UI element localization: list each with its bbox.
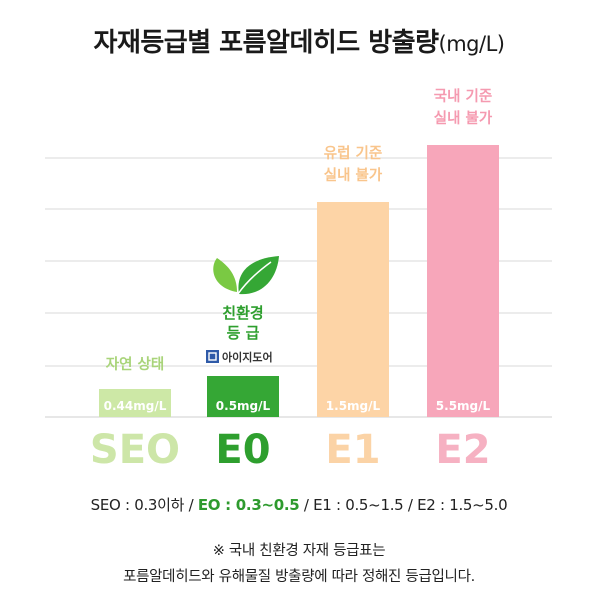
- annotation-e1-line-2: 실내 불가: [324, 167, 383, 184]
- leaf-icon-large-leaf: [238, 256, 279, 295]
- bar-e2: [427, 145, 499, 417]
- brand-logo-mark: [208, 352, 217, 361]
- leaf-icon: [213, 256, 279, 295]
- grade-range-legend: SEO : 0.3이하 / EO : 0.3~0.5 / E1 : 0.5~1.…: [0, 494, 598, 515]
- annotation-e0-line-2: 등 급: [227, 324, 260, 342]
- category-label-e0: E0: [215, 427, 270, 473]
- chart-title-text: 자재등급별 포름알데히드 방출량: [93, 28, 439, 58]
- bar-e1: [317, 202, 389, 417]
- chart-title: 자재등급별 포름알데히드 방출량(mg/L): [0, 22, 598, 59]
- legend-e0: EO : 0.3~0.5: [197, 496, 300, 514]
- legend-rest: / E1 : 0.5~1.5 / E2 : 1.5~5.0: [299, 496, 508, 514]
- value-label-e2: 5.5mg/L: [436, 399, 491, 413]
- chart-title-unit: (mg/L): [438, 32, 505, 56]
- bar-e0: [207, 376, 279, 417]
- legend-seo: SEO : 0.3이하 /: [90, 496, 198, 514]
- category-label-e2: E2: [435, 427, 490, 473]
- brand-logo-icon: [206, 350, 219, 363]
- category-label-e1: E1: [325, 427, 380, 473]
- value-label-e0: 0.5mg/L: [216, 399, 271, 413]
- annotation-e0-line-1: 친환경: [222, 304, 263, 322]
- annotation-e1-line-1: 유럽 기준: [324, 145, 382, 162]
- annotation-e2-line-2: 실내 불가: [434, 110, 493, 127]
- leaf-icon-vein: [237, 261, 272, 295]
- annotation-e2-line-1: 국내 기준: [434, 88, 492, 105]
- value-label-e1: 1.5mg/L: [326, 399, 381, 413]
- bar-seo: [99, 389, 171, 417]
- annotation-seo-line-1: 자연 상태: [106, 356, 164, 373]
- brand-name: 아이지도어: [222, 350, 273, 364]
- value-label-seo: 0.44mg/L: [104, 399, 167, 413]
- category-label-seo: SEO: [90, 427, 180, 473]
- leaf-icon-small-leaf: [213, 258, 237, 292]
- footnote-line-1: ※ 국내 친환경 자재 등급표는: [212, 543, 386, 559]
- footnote-line-2: 포름알데히드와 유해물질 방출량에 따라 정해진 등급입니다.: [123, 569, 475, 585]
